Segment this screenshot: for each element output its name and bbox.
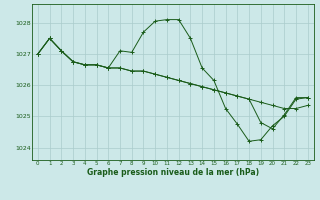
- X-axis label: Graphe pression niveau de la mer (hPa): Graphe pression niveau de la mer (hPa): [87, 168, 259, 177]
